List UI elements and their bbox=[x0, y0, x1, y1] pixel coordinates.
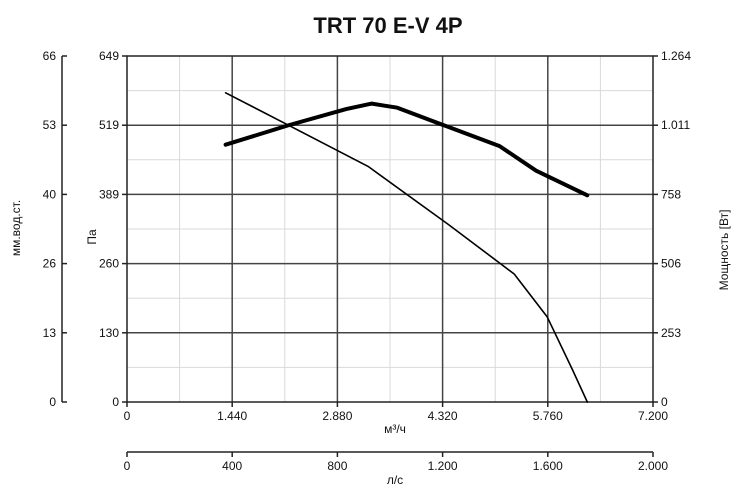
y-right-tick-label: 0 bbox=[661, 395, 668, 409]
x-secondary-tick-label: 1.600 bbox=[533, 459, 563, 473]
y-right-tick-label: 1.011 bbox=[661, 118, 690, 132]
chart-title: TRT 70 E-V 4P bbox=[313, 13, 462, 38]
x-secondary-tick-label: 1.200 bbox=[428, 459, 458, 473]
x-axis-label: м³/ч bbox=[384, 422, 406, 436]
x-secondary-tick-label: 2.000 bbox=[638, 459, 668, 473]
power-curve-line bbox=[223, 101, 590, 198]
y-outer-tick-label: 13 bbox=[43, 326, 57, 340]
plot-border bbox=[126, 55, 654, 403]
y-outer-axis: 0 13 26 40 53 66 bbox=[43, 49, 67, 409]
x-secondary-tick-label: 400 bbox=[222, 459, 242, 473]
y-tick-label: 260 bbox=[99, 257, 119, 271]
pressure-curve-line bbox=[224, 92, 589, 403]
y-tick-label: 649 bbox=[99, 49, 119, 63]
x-secondary-axis-label: л/с bbox=[387, 473, 403, 487]
y-left-axis: 0 130 260 389 519 649 bbox=[99, 49, 127, 409]
plot-frame bbox=[126, 55, 654, 403]
series-lines bbox=[223, 92, 590, 403]
y-outer-tick-label: 40 bbox=[43, 187, 57, 201]
y-outer-axis-label: мм.вод.ст. bbox=[9, 200, 23, 256]
x-secondary-tick-label: 800 bbox=[327, 459, 347, 473]
y-tick-label: 0 bbox=[112, 395, 119, 409]
y-right-axis: 0 253 506 758 1.011 1.264 bbox=[653, 49, 691, 409]
x-tick-label: 5.760 bbox=[533, 409, 563, 423]
x-tick-label: 7.200 bbox=[638, 409, 668, 423]
x-tick-label: 2.880 bbox=[322, 409, 352, 423]
y-outer-tick-label: 26 bbox=[43, 257, 57, 271]
y-right-tick-label: 253 bbox=[661, 326, 681, 340]
x-axis: 0 1.440 2.880 4.320 5.760 7.200 bbox=[124, 402, 668, 423]
x-tick-label: 1.440 bbox=[217, 409, 247, 423]
grid bbox=[127, 56, 653, 402]
x-secondary-axis: 0 400 800 1.200 1.600 2.000 bbox=[124, 451, 668, 473]
y-outer-tick-label: 53 bbox=[43, 118, 57, 132]
y-outer-tick-label: 66 bbox=[43, 49, 57, 63]
y-right-tick-label: 506 bbox=[661, 257, 681, 271]
y-tick-label: 130 bbox=[99, 326, 119, 340]
y-outer-tick-label: 0 bbox=[49, 395, 56, 409]
x-secondary-tick-label: 0 bbox=[124, 459, 131, 473]
y-right-tick-label: 758 bbox=[661, 187, 681, 201]
y-tick-label: 519 bbox=[99, 118, 119, 132]
x-tick-label: 4.320 bbox=[428, 409, 458, 423]
y-tick-label: 389 bbox=[99, 187, 119, 201]
y-axis-label: Па bbox=[85, 229, 99, 245]
y-right-tick-label: 1.264 bbox=[661, 49, 691, 63]
x-tick-label: 0 bbox=[124, 409, 131, 423]
y-right-axis-label: Мощность [Вт] bbox=[717, 210, 731, 291]
